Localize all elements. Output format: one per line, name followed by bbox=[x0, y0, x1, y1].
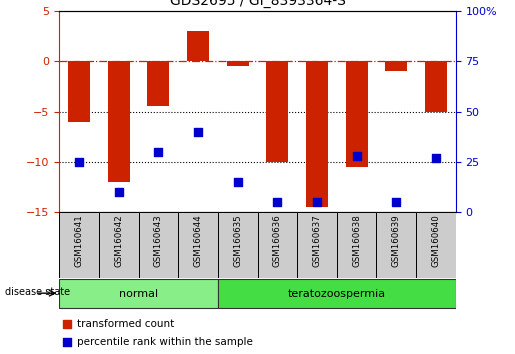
Bar bbox=[108, 61, 130, 182]
Text: GSM160638: GSM160638 bbox=[352, 215, 361, 267]
Bar bbox=[297, 212, 337, 278]
Text: GSM160636: GSM160636 bbox=[273, 215, 282, 267]
Text: percentile rank within the sample: percentile rank within the sample bbox=[77, 337, 253, 347]
Bar bbox=[59, 280, 218, 308]
Text: disease state: disease state bbox=[5, 287, 70, 297]
Point bbox=[392, 200, 401, 205]
Text: GSM160642: GSM160642 bbox=[114, 215, 123, 267]
Bar bbox=[306, 61, 328, 207]
Text: GSM160637: GSM160637 bbox=[313, 215, 321, 267]
Bar bbox=[376, 212, 416, 278]
Point bbox=[325, 86, 334, 91]
Point bbox=[352, 153, 360, 159]
Point bbox=[194, 129, 202, 135]
Point bbox=[114, 189, 123, 195]
Bar bbox=[218, 212, 258, 278]
Point bbox=[154, 149, 163, 155]
Bar bbox=[227, 61, 249, 66]
Text: transformed count: transformed count bbox=[77, 319, 174, 329]
Bar bbox=[99, 212, 139, 278]
Bar bbox=[68, 61, 90, 122]
Bar bbox=[147, 61, 169, 107]
Point bbox=[75, 159, 83, 165]
Text: GSM160635: GSM160635 bbox=[233, 215, 242, 267]
Text: GSM160641: GSM160641 bbox=[75, 215, 83, 267]
Bar bbox=[337, 212, 376, 278]
Bar bbox=[218, 280, 456, 308]
Text: GSM160639: GSM160639 bbox=[392, 215, 401, 267]
Point bbox=[234, 179, 242, 185]
Point bbox=[273, 200, 281, 205]
Text: GSM160640: GSM160640 bbox=[432, 215, 440, 267]
Bar bbox=[258, 212, 297, 278]
Point bbox=[325, 255, 334, 261]
Point bbox=[432, 155, 440, 161]
Bar bbox=[178, 212, 218, 278]
Text: teratozoospermia: teratozoospermia bbox=[288, 289, 386, 299]
Text: GSM160643: GSM160643 bbox=[154, 215, 163, 267]
Bar bbox=[187, 31, 209, 61]
Bar bbox=[416, 212, 456, 278]
Point bbox=[313, 200, 321, 205]
Bar bbox=[346, 61, 368, 167]
Title: GDS2695 / GI_8393364-S: GDS2695 / GI_8393364-S bbox=[169, 0, 346, 8]
Bar bbox=[385, 61, 407, 71]
Bar bbox=[59, 212, 99, 278]
Text: GSM160644: GSM160644 bbox=[194, 215, 202, 267]
Bar bbox=[266, 61, 288, 162]
Bar bbox=[425, 61, 447, 112]
Bar bbox=[139, 212, 178, 278]
Text: normal: normal bbox=[119, 289, 158, 299]
